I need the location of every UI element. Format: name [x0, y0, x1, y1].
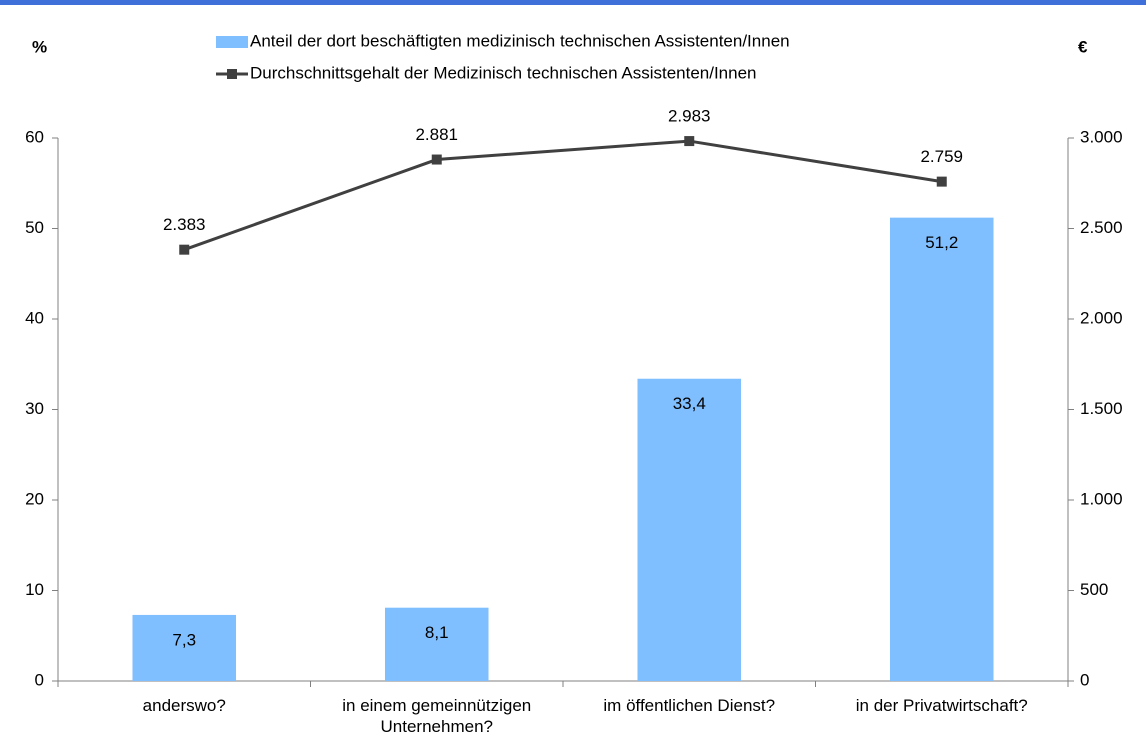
- y2-tick-label: 0: [1080, 670, 1089, 689]
- line-value-label: 2.881: [415, 125, 458, 144]
- y2-tick-label: 500: [1080, 580, 1108, 599]
- y-tick-label: 40: [25, 308, 44, 327]
- line-marker: [179, 244, 190, 255]
- y-axis-label: %: [32, 37, 47, 56]
- x-tick-label: anderswo?: [142, 696, 226, 715]
- y-tick-label: 60: [25, 127, 44, 146]
- y2-tick-label: 1.500: [1080, 399, 1123, 418]
- y-tick-label: 10: [25, 580, 44, 599]
- bar-value-label: 33,4: [673, 394, 706, 413]
- line-value-label: 2.759: [920, 147, 963, 166]
- line-value-label: 2.383: [163, 215, 206, 234]
- bar-value-label: 7,3: [172, 630, 196, 649]
- legend-label: Durchschnittsgehalt der Medizinisch tech…: [250, 63, 757, 82]
- bar: [889, 217, 994, 681]
- legend-swatch: [216, 36, 248, 48]
- bar-value-label: 8,1: [425, 623, 449, 642]
- y-tick-label: 0: [35, 670, 44, 689]
- bar: [132, 614, 237, 681]
- y2-tick-label: 1.000: [1080, 489, 1123, 508]
- x-tick-label: im öffentlichen Dienst?: [603, 696, 776, 715]
- legend-label: Anteil der dort beschäftigten medizinisc…: [250, 31, 790, 50]
- y2-axis-label: €: [1078, 37, 1088, 56]
- x-tick-label: in der Privatwirtschaft?: [855, 696, 1028, 715]
- x-tick-label: in einem gemeinnützigen Unternehmen?: [342, 696, 532, 736]
- y-tick-label: 20: [25, 489, 44, 508]
- y2-tick-label: 3.000: [1080, 127, 1123, 146]
- line-marker: [936, 176, 947, 187]
- line-marker: [431, 154, 442, 165]
- y2-tick-label: 2.500: [1080, 218, 1123, 237]
- bar-value-label: 51,2: [925, 233, 958, 252]
- line-marker: [684, 136, 695, 147]
- line: [183, 139, 942, 252]
- bar: [384, 607, 489, 681]
- y-tick-label: 30: [25, 399, 44, 418]
- y-tick-label: 50: [25, 218, 44, 237]
- bar: [637, 378, 742, 681]
- line-value-label: 2.983: [668, 107, 711, 126]
- y2-tick-label: 2.000: [1080, 308, 1123, 327]
- legend-swatch: [227, 69, 237, 79]
- top-bar: [0, 0, 1146, 5]
